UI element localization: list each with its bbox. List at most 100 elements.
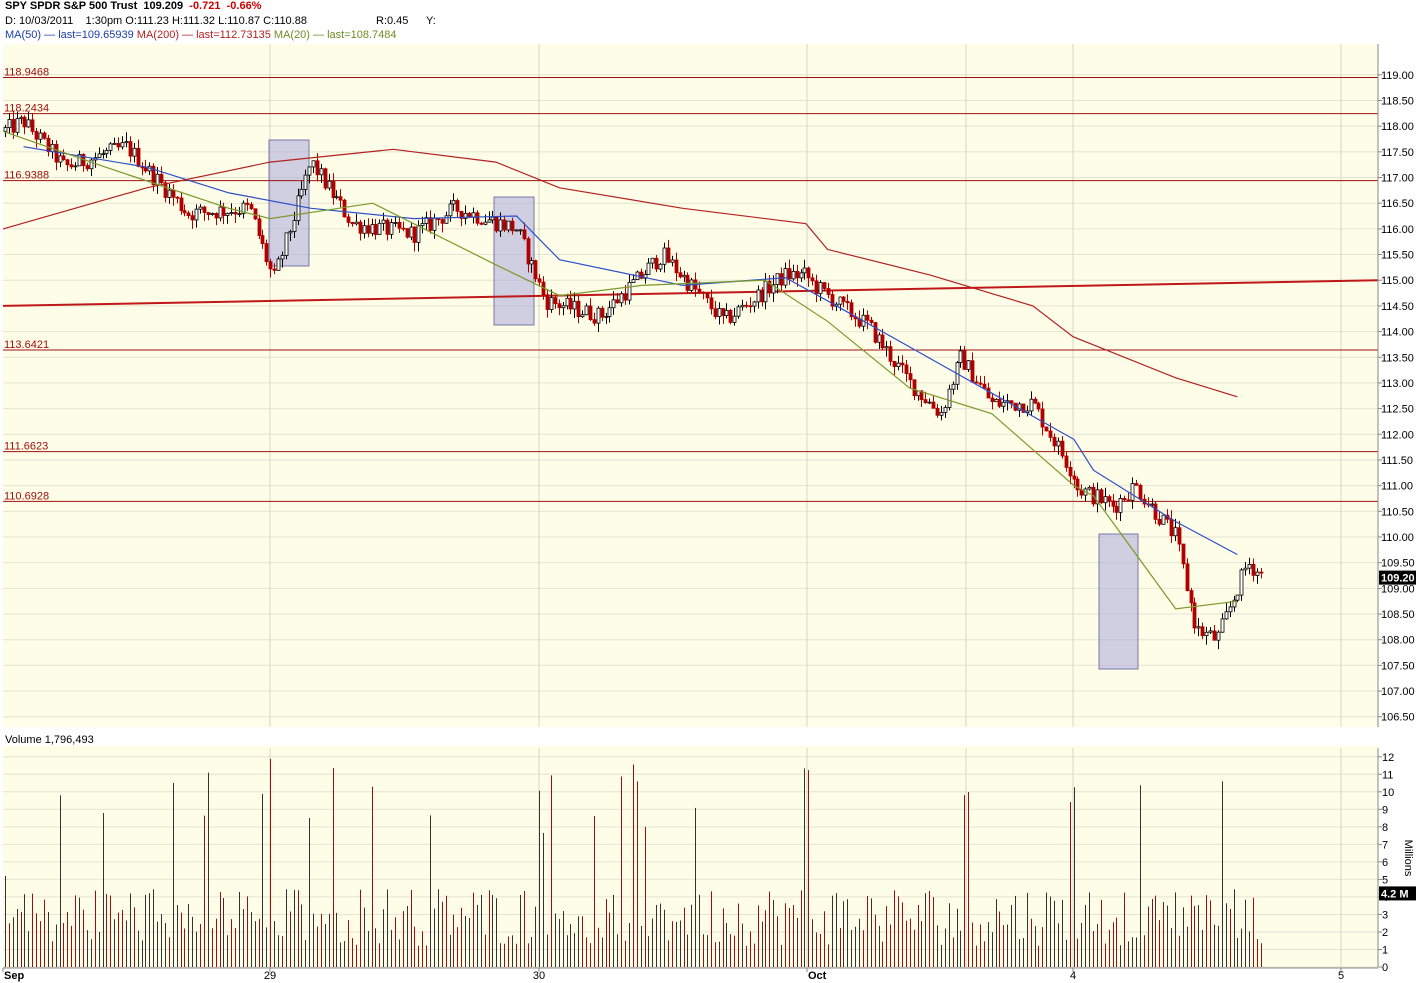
price-tick-label: 107.00: [1381, 686, 1415, 698]
candle-body: [1095, 489, 1100, 505]
candle-body: [880, 334, 885, 349]
candle-body: [970, 360, 975, 383]
candle-body: [927, 401, 932, 404]
candle-body: [537, 278, 542, 283]
candle-body: [1025, 410, 1030, 413]
candle-body: [962, 350, 967, 370]
candle-body: [257, 218, 262, 236]
candle-body: [643, 274, 648, 279]
candle-body: [838, 296, 843, 305]
candle-body: [506, 220, 511, 231]
header-line-2: D: 10/03/2011 1:30pm O:111.23 H:111.32 L…: [5, 15, 307, 28]
time-tick-label: 4: [1070, 970, 1076, 982]
candle-body: [802, 267, 807, 274]
candle-body: [366, 225, 371, 234]
candle-body: [299, 189, 304, 197]
candle-body: [338, 196, 343, 201]
candle-body: [237, 213, 242, 216]
ma-legend: MA(50) — last=109.65939 MA(200) — last=1…: [5, 29, 397, 41]
candle-body: [1235, 594, 1240, 601]
ma200-legend-label: MA(200): [136, 29, 179, 41]
price-grid: [3, 44, 1378, 727]
time-label: 1:30pm: [85, 15, 123, 27]
candle-body: [253, 208, 258, 220]
level-label: 113.6421: [4, 339, 49, 351]
candle-body: [38, 132, 43, 140]
candle-body: [26, 119, 31, 128]
candle-body: [116, 143, 121, 148]
candle-body: [1001, 401, 1006, 407]
candle-body: [54, 143, 59, 163]
candle-body: [46, 137, 51, 153]
candle-body: [557, 303, 562, 309]
candle-body: [1224, 611, 1229, 620]
price-tick-label: 108.50: [1381, 609, 1415, 621]
candle-body: [358, 221, 363, 234]
candle-body: [264, 243, 269, 263]
candle-body: [97, 153, 102, 158]
candle-body: [1103, 496, 1108, 504]
candle-body: [639, 271, 644, 279]
candle-body: [900, 362, 905, 366]
candle-body: [373, 224, 378, 235]
candle-body: [713, 308, 718, 317]
candle-body: [498, 219, 503, 232]
candle-body: [568, 297, 573, 310]
candle-body: [327, 180, 332, 189]
candle-body: [1075, 478, 1080, 491]
candle-body: [799, 272, 804, 279]
candle-body: [627, 281, 632, 301]
price-tick-label: 115.00: [1381, 275, 1414, 287]
candle-body: [721, 308, 726, 316]
candle-body: [444, 215, 449, 224]
candle-body: [136, 147, 141, 167]
volume-tick-label: 9: [1382, 804, 1388, 816]
candle-body: [307, 166, 312, 176]
volume-tick-label: 10: [1382, 787, 1394, 799]
candle-body: [588, 305, 593, 321]
candle-body: [15, 118, 20, 133]
level-label: 111.6623: [4, 441, 48, 453]
candle-body: [494, 216, 499, 232]
candle-body: [448, 203, 453, 217]
candle-body: [982, 383, 987, 389]
candle-body: [877, 334, 882, 343]
ma50-legend-value: last=109.65939: [58, 29, 134, 41]
candle-body: [428, 217, 433, 231]
candle-body: [701, 291, 706, 294]
candle-body: [58, 155, 63, 163]
candle-body: [604, 316, 609, 318]
candle-body: [1052, 436, 1057, 447]
price-tick-label: 112.50: [1381, 404, 1414, 416]
candle-body: [822, 282, 827, 289]
candle-body: [978, 382, 983, 385]
candle-body: [709, 297, 714, 310]
price-tick-label: 119.00: [1381, 70, 1414, 82]
price-tick-label: 106.50: [1381, 712, 1415, 724]
candle-body: [432, 217, 437, 231]
candle-body: [705, 292, 710, 299]
header-line-1: SPY SPDR S&P 500 Trust 109.209 -0.721 -0…: [5, 0, 261, 13]
candle-body: [1064, 455, 1069, 468]
candle-body: [362, 225, 367, 234]
last-price: 109.209: [143, 0, 184, 12]
candle-body: [225, 213, 230, 216]
candle-body: [619, 293, 624, 304]
candle-body: [791, 270, 796, 280]
candle-body: [522, 229, 527, 240]
candle-body: [1099, 489, 1104, 504]
candle-body: [292, 220, 297, 232]
candle-body: [319, 168, 324, 176]
candle-body: [888, 346, 893, 362]
candle-body: [42, 132, 47, 139]
candle-body: [1251, 564, 1256, 576]
candle-body: [545, 294, 550, 310]
candle-body: [1185, 563, 1190, 592]
low-label: L:110.87: [218, 15, 261, 27]
candle-body: [502, 219, 507, 231]
volume-tick-label: 0: [1382, 962, 1388, 974]
candle-body: [631, 279, 636, 283]
candle-body: [986, 387, 991, 399]
candle-body: [104, 149, 109, 155]
